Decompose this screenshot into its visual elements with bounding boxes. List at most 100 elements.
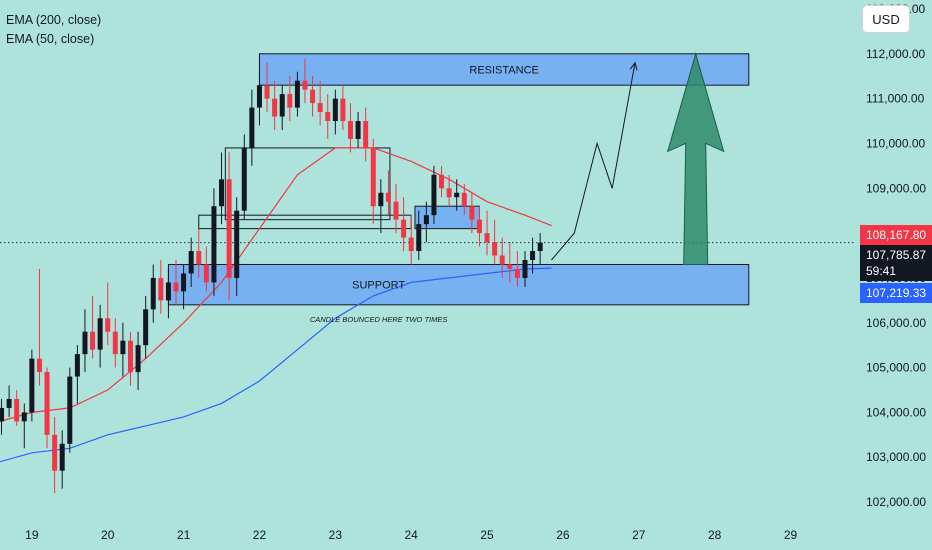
candle-down[interactable] [310,89,316,104]
candle-up[interactable] [211,206,217,283]
candle-up[interactable] [150,277,156,310]
candle-down[interactable] [90,331,96,350]
bar-countdown: 59:41 [866,264,897,278]
candle-down[interactable] [476,219,482,234]
candle-down[interactable] [52,434,58,471]
candle-down[interactable] [340,98,346,122]
candle-down[interactable] [370,147,376,207]
candle-up[interactable] [423,215,429,225]
candle-up[interactable] [241,147,247,211]
ema200-line[interactable] [0,267,552,463]
candle-up[interactable] [67,376,73,444]
candle-down[interactable] [469,206,475,220]
bounce-annotation: CANDLE BOUNCED HERE TWO TIMES [310,315,448,324]
candle-down[interactable] [36,358,42,373]
candle-up[interactable] [181,273,187,292]
currency-button[interactable]: USD [862,5,910,33]
candle-down[interactable] [127,340,133,373]
candle-up[interactable] [82,331,88,355]
candle-down[interactable] [112,331,118,355]
candle-down[interactable] [385,192,391,202]
candle-up[interactable] [294,80,300,108]
candle-down[interactable] [507,264,513,269]
ema50-line[interactable] [0,147,552,422]
candle-up[interactable] [219,179,225,207]
candle-up[interactable] [279,94,285,117]
candle-up[interactable] [120,340,126,355]
candle-up[interactable] [135,345,141,373]
legend-ema50[interactable]: EMA (50, close) [6,32,95,46]
resistance-label: RESISTANCE [469,64,538,76]
candle-down[interactable] [401,219,407,238]
candle-up[interactable] [256,85,262,108]
candle-down[interactable] [446,188,452,198]
candle-down[interactable] [203,264,209,283]
candle-down[interactable] [44,372,50,435]
candle-down[interactable] [347,121,353,139]
candle-up[interactable] [29,358,35,413]
legend-ema200[interactable]: EMA (200, close) [6,13,102,27]
candle-down[interactable] [302,80,308,90]
candle-up[interactable] [530,251,536,260]
candle-down[interactable] [439,174,445,189]
candle-up[interactable] [97,318,103,350]
y-tick-label: 104,000.00 [866,405,926,419]
candle-up[interactable] [454,192,460,198]
candle-up[interactable] [59,443,65,471]
resistance-zone[interactable] [258,53,750,86]
candle-down[interactable] [514,268,520,278]
y-tick-label: 105,000.00 [866,361,926,375]
support-zone[interactable] [167,263,750,306]
candle-down[interactable] [14,398,20,422]
candle-down[interactable] [325,112,331,122]
candle-up[interactable] [165,282,171,301]
candle-up[interactable] [0,407,5,422]
projection-path[interactable] [551,62,636,261]
candle-up[interactable] [234,210,240,278]
candle-down[interactable] [499,255,505,265]
ema50-price-tag: 108,167.80 [860,225,932,245]
candle-down[interactable] [492,242,498,256]
bullish-arrow-icon[interactable] [666,51,725,265]
candle-down[interactable] [408,237,414,252]
candle-up[interactable] [522,260,528,278]
candle-up[interactable] [537,242,543,252]
y-tick-label: 109,000.00 [866,181,926,195]
x-tick-label: 26 [556,528,570,542]
candle-up[interactable] [21,412,27,422]
candle-down[interactable] [173,282,179,292]
candle-down[interactable] [393,201,399,220]
x-tick-label: 28 [708,528,722,542]
range-box[interactable] [224,147,391,221]
candle-up[interactable] [6,398,12,408]
candle-down[interactable] [105,318,111,332]
x-tick-label: 27 [632,528,646,542]
candle-up[interactable] [74,354,80,377]
candle-up[interactable] [332,98,338,122]
candle-down[interactable] [272,98,278,117]
candle-down[interactable] [264,85,270,99]
candle-down[interactable] [287,94,293,108]
candle-down[interactable] [461,192,467,207]
candle-down[interactable] [158,277,164,301]
candle-down[interactable] [484,233,490,243]
indicator-legend: EMA (200, close) EMA (50, close) [6,11,101,49]
zone-layer [167,53,750,306]
current-price-value: 107,785.87 [866,248,927,262]
candle-up[interactable] [355,121,361,139]
candle-up[interactable] [249,107,255,148]
candle-up[interactable] [416,224,422,252]
candle-up[interactable] [188,251,194,274]
candle-up[interactable] [431,174,437,216]
x-tick-label: 29 [784,528,798,542]
x-tick-label: 25 [480,528,494,542]
candle-up[interactable] [378,192,384,207]
candle-up[interactable] [143,309,149,346]
zone-label-layer: RESISTANCE SUPPORT CANDLE BOUNCED HERE TWO… [310,64,539,323]
y-tick-label: 102,000.00 [866,495,926,509]
candle-down[interactable] [363,121,369,148]
candle-down[interactable] [196,251,202,265]
candle-down[interactable] [226,179,232,278]
candle-down[interactable] [317,103,323,113]
